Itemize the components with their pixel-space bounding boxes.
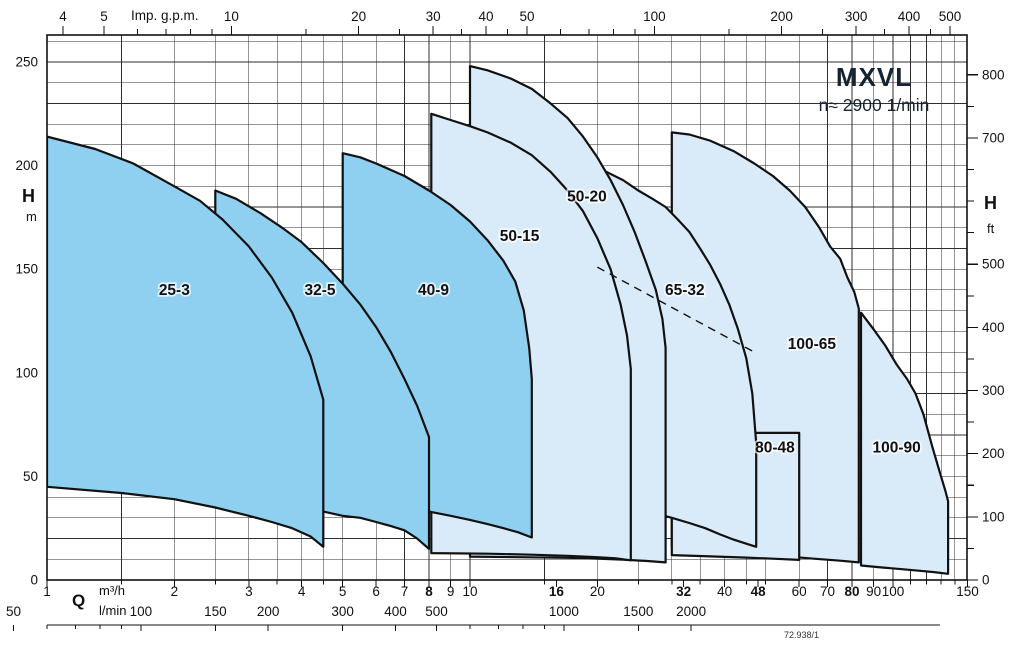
bottom-axis-symbol: Q (72, 591, 86, 610)
series-legend: MXVL n≈ 2900 1/min (800, 60, 948, 122)
tick-label: 800 (982, 67, 1005, 82)
region-labels: 100-90 100-65 80-48 65-32 50-20 50-15 40-9 32-5… (157, 187, 922, 458)
series-speed: n≈ 2900 1/min (818, 95, 930, 115)
region-label-100-90: 100-90 (873, 439, 921, 456)
tick-label: 0 (982, 573, 990, 588)
tick-label: 6 (372, 584, 380, 599)
tick-label: 150 (204, 604, 227, 619)
region-25-3 (47, 135, 325, 548)
tick-label: 100 (643, 9, 666, 24)
tick-label: 9 (447, 584, 455, 599)
tick-label: 48 (751, 584, 767, 599)
tick-label: 5 (339, 584, 347, 599)
tick-label: 1500 (623, 604, 653, 619)
tick-label: 40 (478, 9, 493, 24)
region-label-100-65: 100-65 (788, 336, 837, 353)
tick-label: 1000 (549, 604, 579, 619)
tick-label: 500 (939, 9, 962, 24)
tick-label: 400 (982, 320, 1005, 335)
left-axis-unit: m (26, 209, 37, 224)
region-label-32-5: 32-5 (304, 282, 335, 299)
tick-label: 300 (845, 9, 868, 24)
tick-label: 500 (425, 604, 448, 619)
tick-label: 32 (676, 584, 691, 599)
tick-label: 400 (898, 9, 921, 24)
tick-label: 200 (257, 604, 280, 619)
tick-label: 10 (462, 584, 477, 599)
tick-label: 400 (384, 604, 407, 619)
dashed-guide-line (597, 266, 755, 353)
tick-label: 16 (549, 584, 565, 599)
left-axis-symbol: H (22, 186, 35, 206)
pump-regions (47, 65, 950, 575)
tick-label: 20 (351, 9, 366, 24)
tick-label: 200 (982, 446, 1005, 461)
tick-label: 50 (519, 9, 534, 24)
tick-label: 8 (425, 584, 433, 599)
plot-frame (46, 34, 968, 581)
tick-label: 250 (15, 55, 38, 70)
tick-label: 2000 (676, 604, 706, 619)
right-axis-symbol: H (984, 193, 997, 213)
tick-label: 100 (882, 584, 905, 599)
tick-label: 10 (224, 9, 239, 24)
tick-label: 150 (15, 262, 38, 277)
tick-label: 5 (100, 9, 108, 24)
bottom-axis-unit-m3h: m³/h (99, 583, 125, 598)
region-label-65-32: 65-32 (665, 282, 705, 299)
series-title: MXVL (835, 62, 913, 92)
tick-label: 100 (15, 365, 38, 380)
tick-label: 20 (590, 584, 605, 599)
region-label-50-20: 50-20 (567, 189, 607, 206)
tick-label: 90 (866, 584, 881, 599)
region-label-25-3: 25-3 (159, 282, 190, 299)
tick-label: 150 (956, 584, 979, 599)
tick-label: 60 (792, 584, 807, 599)
tick-label: 40 (717, 584, 732, 599)
tick-label: 70 (820, 584, 835, 599)
tick-label: 2 (171, 584, 179, 599)
document-reference-code: 72.938/1 (784, 630, 820, 640)
tick-label: 300 (331, 604, 354, 619)
tick-label: 100 (982, 509, 1005, 524)
tick-label: 4 (298, 584, 306, 599)
tick-label: 0 (30, 573, 38, 588)
bottom-axis-unit-lmin: l/min (99, 603, 127, 618)
tick-label: 200 (15, 158, 38, 173)
tick-label: 4 (59, 9, 67, 24)
region-100-90 (859, 311, 950, 575)
top-axis-unit-label: Imp. g.p.m. (131, 8, 199, 23)
tick-label: 700 (982, 130, 1005, 145)
tick-label: 100 (130, 604, 153, 619)
tick-label: 1 (43, 584, 51, 599)
tick-label: 7 (401, 584, 409, 599)
region-label-50-15: 50-15 (500, 228, 540, 245)
tick-label: 200 (770, 9, 793, 24)
tick-label: 80 (844, 584, 859, 599)
tick-label: 30 (426, 9, 441, 24)
tick-label: 300 (982, 383, 1005, 398)
tick-label: 3 (245, 584, 253, 599)
axis-ticks (12, 26, 978, 631)
tick-label: 500 (982, 257, 1005, 272)
region-label-40-9: 40-9 (418, 282, 449, 299)
tick-label: 50 (23, 469, 38, 484)
tick-label: 50 (6, 604, 21, 619)
right-axis-unit: ft (987, 221, 995, 236)
region-label-80-48: 80-48 (755, 439, 795, 456)
